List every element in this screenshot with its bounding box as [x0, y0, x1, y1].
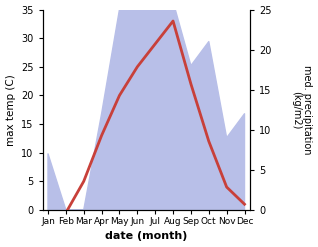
X-axis label: date (month): date (month): [105, 231, 187, 242]
Y-axis label: med. precipitation
(kg/m2): med. precipitation (kg/m2): [291, 65, 313, 155]
Y-axis label: max temp (C): max temp (C): [5, 74, 16, 146]
